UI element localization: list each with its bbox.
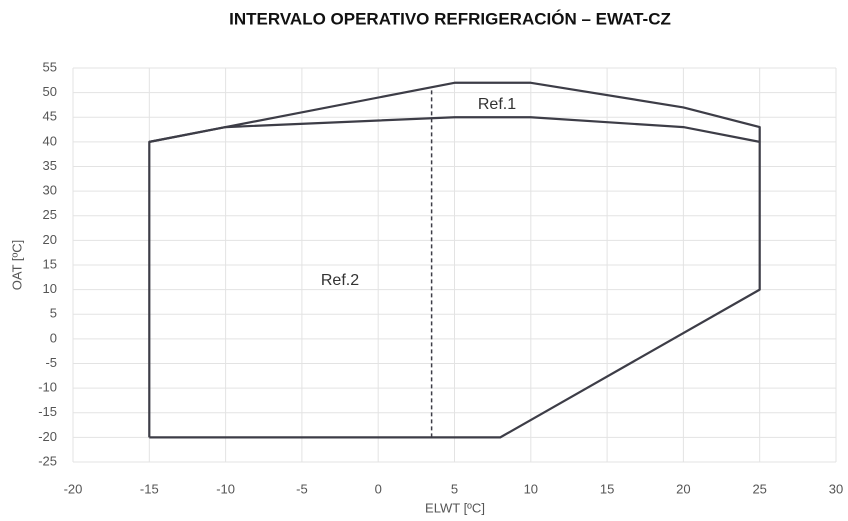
x-tick-label: -10 bbox=[216, 481, 235, 496]
x-tick-label: 0 bbox=[375, 481, 382, 496]
chart-title: INTERVALO OPERATIVO REFRIGERACIÓN – EWAT… bbox=[229, 9, 671, 28]
y-tick-label: 45 bbox=[43, 109, 57, 124]
y-tick-label: -15 bbox=[38, 404, 57, 419]
x-tick-label: 30 bbox=[829, 481, 843, 496]
x-tick-label: 15 bbox=[600, 481, 614, 496]
line bbox=[149, 116, 760, 143]
annotation: Ref.2 bbox=[321, 272, 359, 289]
y-tick-label: 25 bbox=[43, 207, 57, 222]
y-tick-label: 40 bbox=[43, 133, 57, 148]
y-tick-label: 30 bbox=[43, 183, 57, 198]
y-tick-label: 10 bbox=[43, 281, 57, 296]
x-tick-label: 25 bbox=[752, 481, 766, 496]
x-axis-label: ELWT [ºC] bbox=[425, 500, 485, 515]
y-tick-label: -20 bbox=[38, 429, 57, 444]
y-tick-label: 5 bbox=[50, 306, 57, 321]
annotation: Ref.1 bbox=[478, 96, 516, 113]
y-tick-label: 15 bbox=[43, 256, 57, 271]
x-tick-label: -20 bbox=[64, 481, 83, 496]
x-tick-label: 5 bbox=[451, 481, 458, 496]
x-tick-label: -5 bbox=[296, 481, 308, 496]
y-tick-label: 35 bbox=[43, 158, 57, 173]
x-tick-label: -15 bbox=[140, 481, 159, 496]
x-tick-label: 20 bbox=[676, 481, 690, 496]
y-tick-label: -10 bbox=[38, 380, 57, 395]
y-tick-label: -25 bbox=[38, 453, 57, 468]
y-tick-label: 20 bbox=[43, 232, 57, 247]
y-axis-label: OAT [ºC] bbox=[9, 240, 24, 291]
y-tick-label: 55 bbox=[43, 59, 57, 74]
y-tick-label: 50 bbox=[43, 84, 57, 99]
y-tick-label: 0 bbox=[50, 330, 57, 345]
x-tick-label: 10 bbox=[524, 481, 538, 496]
y-tick-label: -5 bbox=[45, 355, 57, 370]
